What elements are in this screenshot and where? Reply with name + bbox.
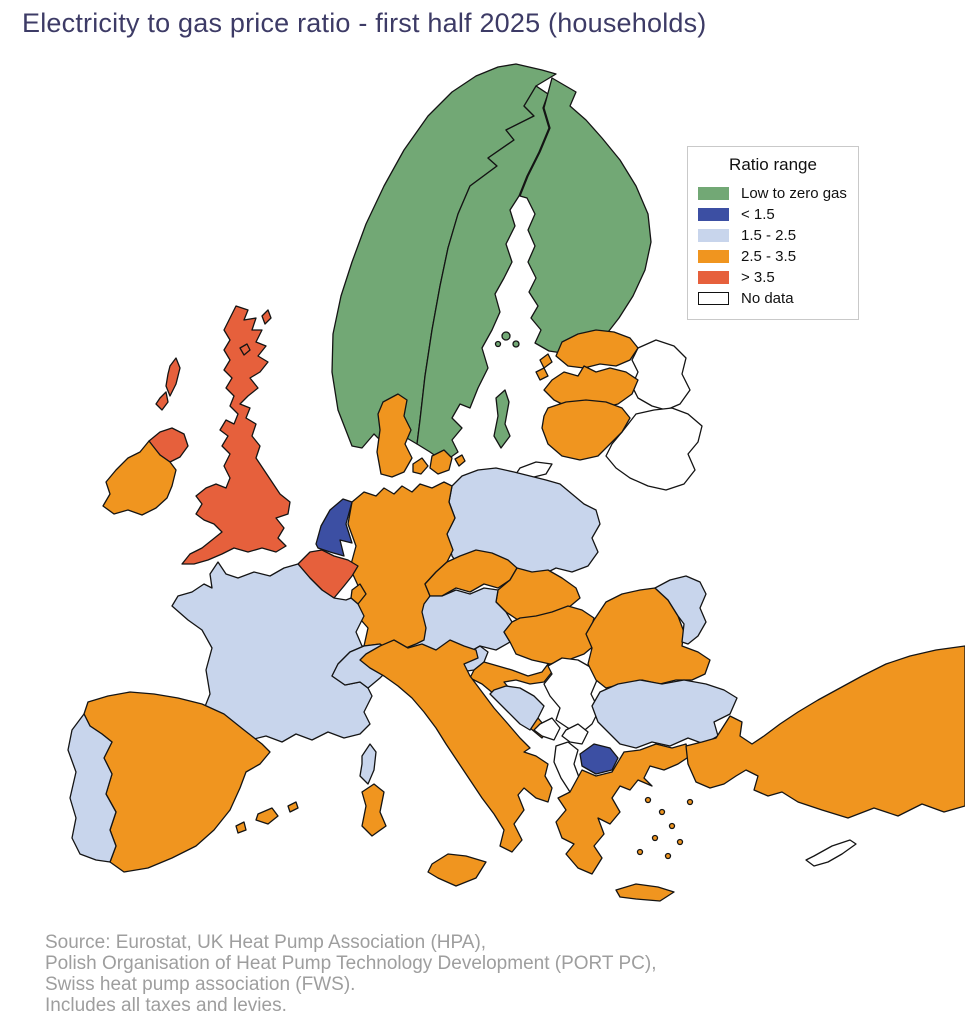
page-title: Electricity to gas price ratio - first h… (22, 8, 707, 38)
legend-swatch-gt-3-5 (698, 271, 729, 284)
country-serbia (543, 657, 600, 735)
source-note: Source: Eurostat, UK Heat Pump Associati… (45, 932, 656, 1016)
legend-swatch-lt-1-5 (698, 208, 729, 221)
country-italy (359, 639, 553, 887)
legend-item-1-5-2-5: 1.5 - 2.5 (698, 225, 848, 246)
legend: Ratio range Low to zero gas < 1.5 1.5 - … (687, 146, 859, 320)
legend-label: > 3.5 (741, 269, 775, 286)
country-kosovo (561, 723, 589, 745)
country-turkey (685, 645, 965, 819)
legend-label: No data (741, 290, 794, 307)
country-slovakia (495, 567, 581, 621)
legend-label: Low to zero gas (741, 185, 847, 202)
country-portugal (67, 713, 117, 863)
country-russia (515, 339, 691, 479)
country-montenegro (533, 717, 561, 741)
legend-item-lt-1-5: < 1.5 (698, 204, 848, 225)
legend-label: 1.5 - 2.5 (741, 227, 797, 244)
country-denmark (376, 393, 466, 478)
country-sweden (416, 85, 550, 463)
country-france (171, 561, 377, 785)
legend-label: < 1.5 (741, 206, 775, 223)
legend-item-2-5-3-5: 2.5 - 3.5 (698, 246, 848, 267)
source-line-4: Includes all taxes and levies. (45, 995, 287, 1016)
legend-item-low-to-zero-gas: Low to zero gas (698, 183, 848, 204)
country-belarus (605, 407, 703, 491)
country-bosnia (489, 685, 545, 731)
legend-item-no-data: No data (698, 288, 848, 309)
source-line-3: Swiss heat pump association (FWS). (45, 974, 356, 995)
country-cyprus (805, 839, 857, 867)
legend-swatch-low-to-zero-gas (698, 187, 729, 200)
source-line-1: Source: Eurostat, UK Heat Pump Associati… (45, 932, 487, 953)
legend-swatch-2-5-3-5 (698, 250, 729, 263)
legend-swatch-1-5-2-5 (698, 229, 729, 242)
country-romania (585, 587, 711, 689)
legend-item-gt-3-5: > 3.5 (698, 267, 848, 288)
country-lithuania (541, 399, 631, 461)
country-netherlands (315, 498, 353, 557)
source-line-2: Polish Organisation of Heat Pump Technol… (45, 953, 657, 974)
country-ireland (102, 440, 177, 516)
country-luxembourg (350, 583, 367, 605)
legend-title: Ratio range (729, 155, 817, 174)
legend-label: 2.5 - 3.5 (741, 248, 797, 265)
country-greece (555, 743, 694, 902)
country-moldova (654, 575, 707, 645)
country-united-kingdom (148, 305, 291, 565)
country-north-macedonia (579, 743, 619, 775)
legend-swatch-no-data (698, 292, 729, 305)
country-finland (494, 77, 652, 355)
country-estonia (535, 329, 639, 381)
